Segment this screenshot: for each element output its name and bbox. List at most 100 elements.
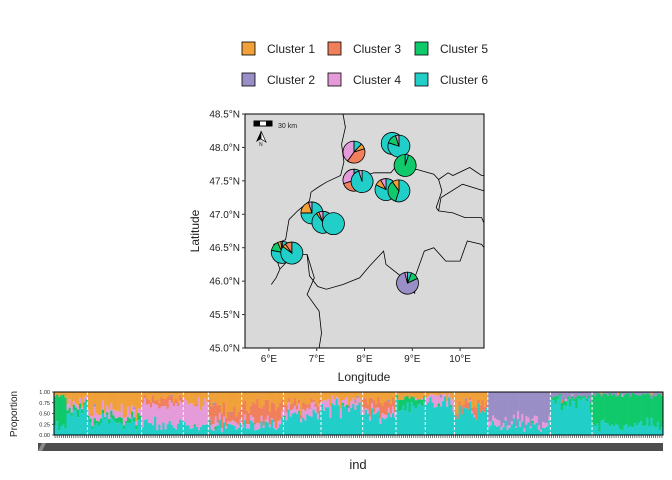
admixture-bar-cluster_1 [168, 392, 172, 395]
admixture-bar-cluster_4 [500, 426, 503, 431]
admixture-bar-cluster_1 [179, 392, 182, 395]
admixture-bar-cluster_1 [485, 392, 489, 402]
bar-y-axis: 0.00 0.25 0.50 0.75 1.00 [39, 390, 54, 439]
admixture-bar-cluster_2 [644, 392, 647, 395]
admixture-bar-cluster_6 [379, 423, 382, 435]
admixture-bar-cluster_6 [241, 427, 245, 435]
admixture-bar-cluster_5 [627, 393, 630, 428]
admixture-bar-cluster_6 [91, 428, 94, 435]
admixture-bar-cluster_4 [68, 399, 71, 408]
admixture-bar-cluster_1 [364, 392, 368, 399]
admixture-bar-cluster_4 [393, 412, 397, 418]
admixture-bar-cluster_2 [535, 392, 539, 417]
admixture-bar-cluster_4 [260, 415, 263, 422]
admixture-bar-cluster_3 [212, 405, 215, 425]
admixture-bar-cluster_6 [74, 410, 78, 435]
admixture-bar-cluster_6 [585, 401, 589, 435]
map-y-axis-title: Latitude [188, 209, 202, 252]
admixture-bar-cluster_2 [546, 392, 549, 423]
map-y-tick-label: 45.0°N [209, 344, 240, 355]
admixture-bar-cluster_1 [147, 392, 151, 400]
admixture-bar-cluster_5 [531, 420, 534, 424]
admixture-bar-cluster_2 [529, 392, 532, 427]
admixture-bar-cluster_3 [218, 404, 222, 413]
admixture-bar-cluster_2 [554, 392, 557, 397]
admixture-bar-cluster_6 [145, 419, 149, 435]
admixture-bar-cluster_6 [621, 430, 624, 435]
admixture-bar-cluster_1 [312, 392, 316, 400]
admixture-bar-cluster_4 [350, 401, 353, 408]
bar-y-tick-label: 0.25 [39, 422, 50, 428]
admixture-bar-cluster_4 [300, 418, 303, 423]
admixture-bar-cluster_1 [477, 392, 480, 400]
admixture-bar-cluster_4 [152, 403, 155, 426]
admixture-bar-cluster_4 [193, 406, 197, 425]
admixture-bar-cluster_4 [444, 393, 447, 397]
admixture-bar-cluster_4 [225, 426, 228, 429]
admixture-bar-cluster_6 [581, 398, 585, 435]
admixture-bar-cluster_1 [460, 392, 464, 406]
admixture-bar-cluster_4 [210, 424, 213, 430]
border-line [306, 254, 322, 349]
admixture-bar-cluster_3 [375, 403, 378, 408]
admixture-bar-cluster_4 [521, 414, 524, 422]
admixture-bar-cluster_6 [446, 406, 449, 435]
admixture-bar-cluster_5 [62, 394, 65, 425]
north-label: N [259, 142, 263, 148]
admixture-bar-cluster_1 [162, 392, 165, 399]
admixture-bar-cluster_4 [239, 419, 243, 423]
admixture-bar-cluster_1 [122, 392, 126, 418]
admixture-bar-cluster_1 [456, 392, 459, 415]
admixture-bar-cluster_3 [289, 404, 293, 411]
admixture-bar-cluster_1 [104, 392, 107, 413]
admixture-bar-cluster_4 [533, 415, 537, 425]
admixture-bar-cluster_1 [277, 392, 280, 407]
admixture-bar-cluster_4 [95, 413, 99, 421]
admixture-bar-cluster_6 [483, 412, 487, 435]
admixture-bar-cluster_4 [621, 394, 624, 397]
admixture-bar-cluster_6 [498, 425, 501, 435]
admixture-bar-cluster_4 [289, 410, 293, 417]
admixture-bar-cluster_3 [275, 409, 278, 429]
admixture-bar-cluster_6 [72, 409, 76, 435]
admixture-bar-cluster_2 [548, 392, 551, 416]
admixture-bar-cluster_2 [531, 392, 534, 419]
admixture-bar-cluster_3 [366, 404, 370, 410]
admixture-bar-cluster_5 [131, 411, 134, 417]
admixture-bar-cluster_5 [646, 393, 649, 418]
admixture-bar-cluster_1 [471, 392, 474, 408]
admixture-bar-cluster_6 [366, 413, 370, 435]
admixture-bar-cluster_6 [485, 407, 489, 435]
admixture-bar-cluster_6 [450, 407, 453, 435]
admixture-bar-cluster_3 [298, 399, 301, 404]
legend-swatch-cluster_2 [241, 72, 256, 87]
admixture-bar-cluster_1 [235, 392, 238, 417]
admixture-bar-cluster_1 [170, 392, 174, 395]
admixture-bar-cluster_6 [310, 416, 313, 435]
admixture-bar-cluster_1 [89, 392, 92, 414]
admixture-bar-cluster_5 [619, 392, 622, 430]
admixture-bar-cluster_5 [106, 412, 109, 415]
admixture-bar-cluster_1 [435, 392, 439, 396]
admixture-bar-cluster_1 [260, 392, 263, 409]
admixture-bar-cluster_1 [189, 392, 192, 404]
admixture-bar-cluster_4 [525, 416, 528, 425]
admixture-bar-cluster_3 [458, 400, 461, 406]
admixture-bar-cluster_5 [560, 402, 564, 411]
admixture-bar-cluster_3 [256, 398, 259, 423]
admixture-bar-cluster_2 [133, 407, 136, 410]
admixture-bar-cluster_6 [464, 408, 468, 435]
admixture-bar-cluster_6 [506, 429, 509, 435]
admixture-bar-cluster_3 [233, 407, 236, 422]
admixture-bar-cluster_4 [302, 409, 305, 418]
admixture-bar-cluster_5 [550, 396, 553, 399]
admixture-bar-cluster_4 [312, 402, 316, 410]
admixture-bar-cluster_6 [204, 424, 207, 435]
admixture-bar-cluster_3 [152, 395, 155, 404]
admixture-bar-cluster_5 [552, 397, 555, 401]
border-line [438, 183, 485, 211]
admixture-bar-cluster_4 [431, 394, 434, 403]
admixture-bar-cluster_4 [70, 406, 74, 413]
admixture-bar-cluster_4 [356, 397, 359, 406]
pie-slice-cluster_5 [387, 181, 400, 202]
